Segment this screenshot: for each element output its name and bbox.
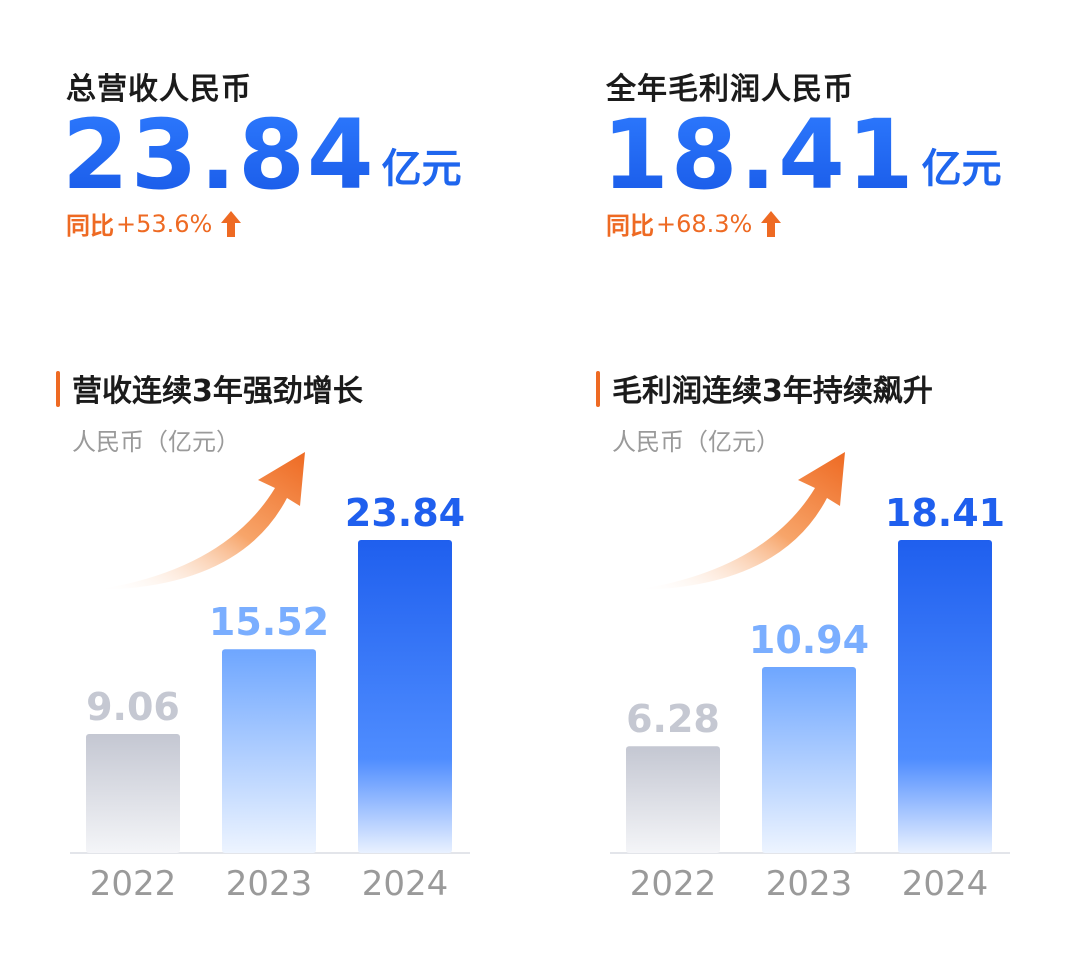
profit-section-title: 毛利润连续3年持续飙升 — [596, 366, 933, 410]
revenue-bar-chart: 9.06 2022 15.52 2023 23.84 2024 — [70, 452, 470, 904]
profit-yoy-label: 同比 — [606, 212, 654, 240]
category-label-2022: 2022 — [90, 864, 177, 904]
revenue-section-title: 营收连续3年强劲增长 — [56, 366, 363, 410]
profit-kpi-value-row: 18.41 亿元 — [602, 100, 1002, 210]
revenue-unit-label: 人民币（亿元） — [72, 428, 240, 456]
value-label-2022: 9.06 — [86, 685, 180, 729]
revenue-yoy-label: 同比 — [66, 212, 114, 240]
value-label-2024: 18.41 — [885, 491, 1005, 535]
profit-kpi-unit: 亿元 — [921, 146, 1002, 192]
revenue-yoy-value: +53.6% — [116, 209, 213, 238]
profit-section-title-text: 毛利润连续3年持续飙升 — [612, 374, 933, 409]
revenue-kpi-label: 总营收人民币 — [66, 72, 252, 107]
category-label-2023: 2023 — [766, 864, 853, 904]
profit-kpi-value: 18.41 — [602, 99, 916, 211]
revenue-kpi-value: 23.84 — [62, 99, 376, 211]
title-accent-bar — [596, 371, 600, 407]
category-label-2023: 2023 — [226, 864, 313, 904]
up-arrow-icon — [221, 210, 242, 237]
bar-2022 — [626, 746, 720, 853]
gross-profit-bar-chart: 6.28 2022 10.94 2023 18.41 2024 — [610, 452, 1010, 904]
title-accent-bar — [56, 371, 60, 407]
bar-2024 — [358, 540, 452, 853]
bar-2023 — [222, 649, 316, 853]
value-label-2022: 6.28 — [626, 697, 720, 741]
profit-kpi-label: 全年毛利润人民币 — [606, 72, 854, 107]
category-label-2022: 2022 — [630, 864, 717, 904]
revenue-yoy-change: 同比 +53.6% — [66, 206, 242, 241]
profit-unit-label: 人民币（亿元） — [612, 428, 780, 456]
up-arrow-icon — [761, 210, 782, 237]
bar-2022 — [86, 734, 180, 853]
bar-2023 — [762, 667, 856, 853]
growth-arrow-icon — [95, 452, 305, 590]
bar-2024 — [898, 540, 992, 853]
profit-yoy-change: 同比 +68.3% — [606, 206, 782, 241]
revenue-section-title-text: 营收连续3年强劲增长 — [72, 374, 363, 409]
value-label-2024: 23.84 — [345, 491, 465, 535]
profit-yoy-value: +68.3% — [656, 209, 753, 238]
gross-profit-panel: 全年毛利润人民币 18.41 亿元 同比 +68.3% 毛利润连续3年持续飙升 人… — [540, 0, 1080, 963]
revenue-kpi-unit: 亿元 — [381, 146, 462, 192]
category-label-2024: 2024 — [362, 864, 449, 904]
revenue-panel: 总营收人民币 23.84 亿元 同比 +53.6% 营收连续3年强劲增长 人民币（… — [56, 72, 470, 904]
category-label-2024: 2024 — [902, 864, 989, 904]
revenue-kpi-value-row: 23.84 亿元 — [62, 100, 462, 210]
value-label-2023: 15.52 — [209, 600, 329, 644]
value-label-2023: 10.94 — [749, 618, 869, 662]
growth-arrow-icon — [635, 452, 845, 590]
